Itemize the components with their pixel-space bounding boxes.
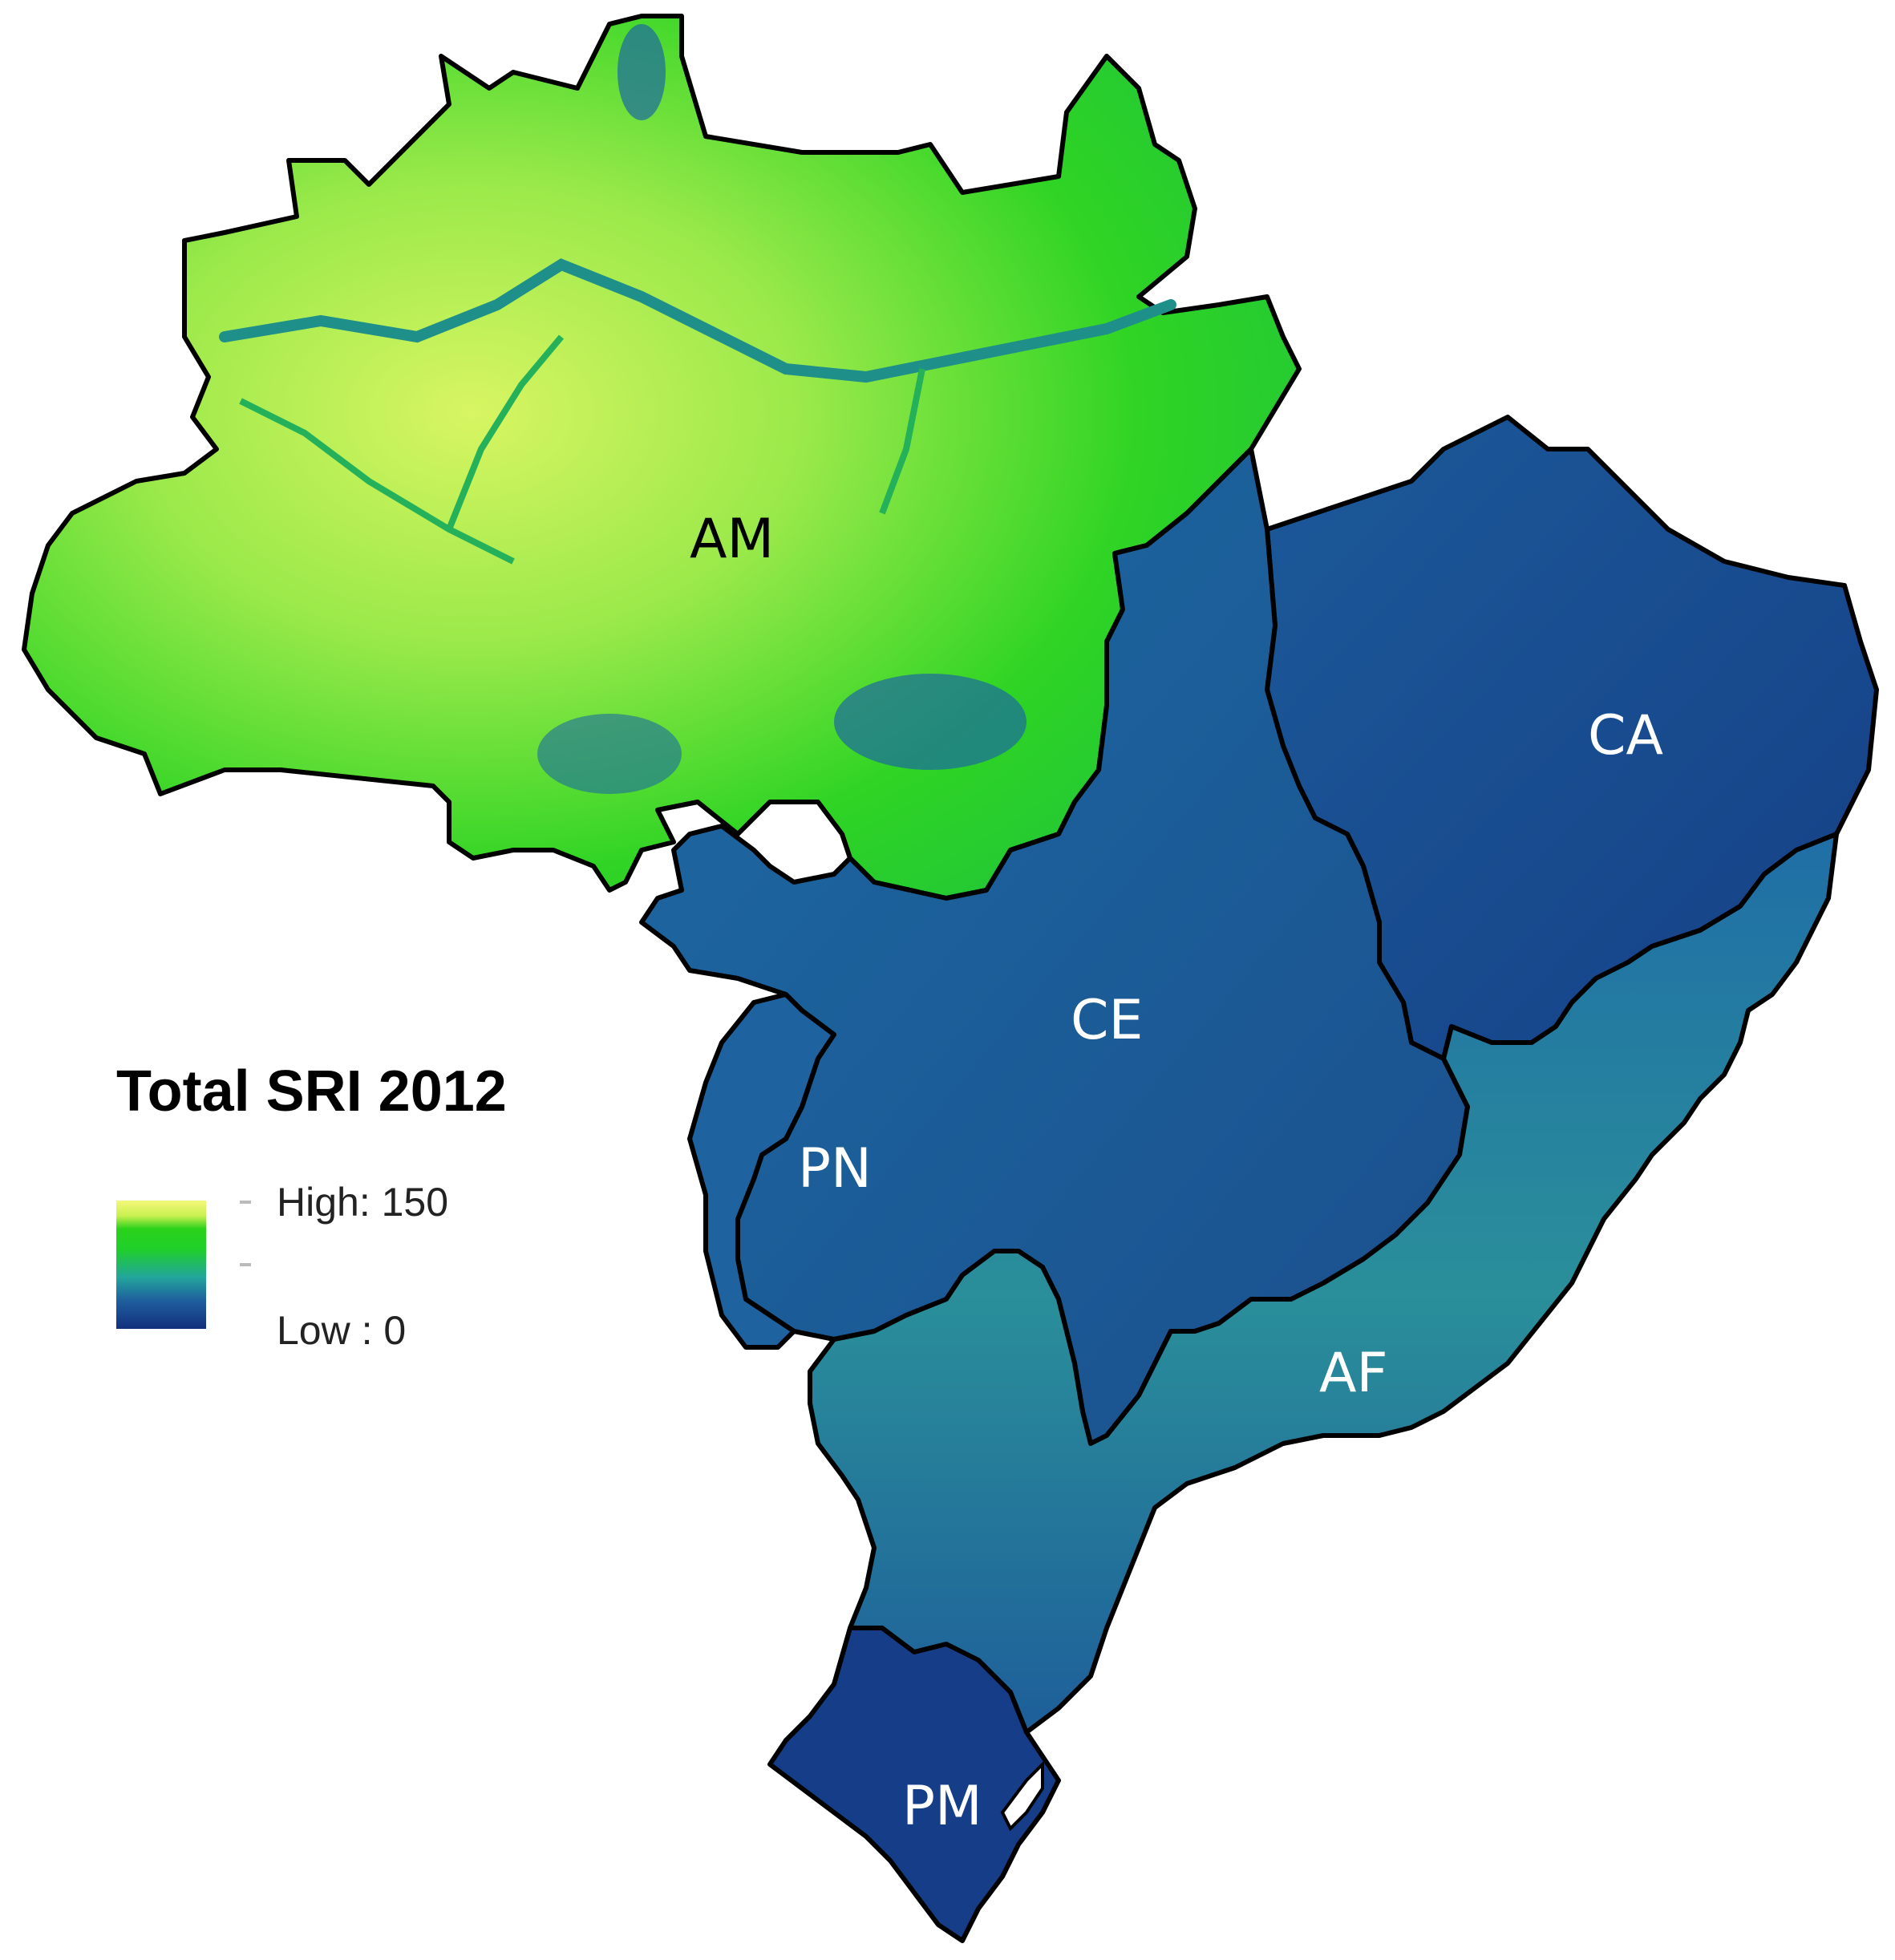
map-legend: Total SRI 2012 High: 150 Low : 0 bbox=[116, 1059, 565, 1379]
biome-region-pn bbox=[687, 992, 836, 1350]
amazon-river bbox=[219, 258, 1176, 383]
river-branch-1 bbox=[239, 398, 515, 565]
biome-label-ca: CA bbox=[1588, 704, 1663, 767]
river-branch-3 bbox=[879, 368, 925, 515]
biome-label-ce: CE bbox=[1071, 989, 1143, 1052]
legend-low-label: Low : 0 bbox=[277, 1308, 407, 1353]
legend-high-label: High: 150 bbox=[277, 1180, 449, 1225]
biome-label-af: AF bbox=[1319, 1342, 1388, 1405]
legend-mid-tick bbox=[240, 1263, 251, 1266]
biome-region-pm bbox=[767, 1626, 1061, 1943]
low-sri-patch bbox=[617, 24, 666, 120]
low-sri-patch bbox=[834, 674, 1026, 770]
biome-label-am: AM bbox=[690, 508, 774, 571]
biome-region-af bbox=[808, 832, 1839, 1759]
legend-color-ramp bbox=[116, 1201, 206, 1329]
biome-label-pm: PM bbox=[902, 1775, 982, 1838]
river-branch-2 bbox=[446, 334, 565, 531]
biome-region-am bbox=[22, 14, 1302, 901]
coastal-lagoon bbox=[1000, 1760, 1044, 1832]
biome-label-pn: PN bbox=[798, 1137, 872, 1201]
low-sri-patch bbox=[537, 714, 682, 794]
legend-high-tick bbox=[240, 1201, 251, 1204]
legend-title: Total SRI 2012 bbox=[116, 1059, 507, 1124]
